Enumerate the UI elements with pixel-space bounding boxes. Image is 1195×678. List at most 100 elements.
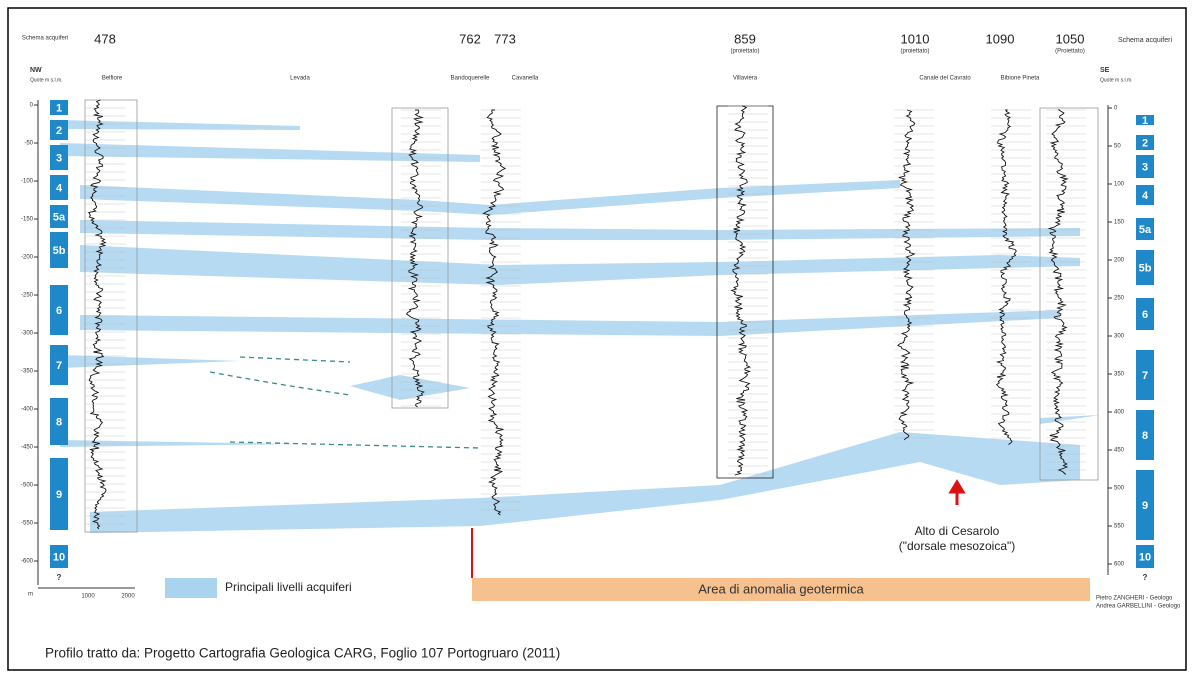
well-number: 1010	[901, 31, 930, 46]
well-name: Bibione Pineta	[1001, 76, 1040, 82]
depth-label: -600	[21, 559, 34, 565]
right-dir: SE	[1100, 67, 1110, 74]
depth-label: 0	[1114, 106, 1118, 112]
frame	[7, 7, 1187, 671]
aquifer-label: 5a	[1139, 224, 1152, 236]
credit: Pietro ZANGHERI - Geologo	[1096, 596, 1173, 602]
depth-label: -100	[21, 179, 34, 185]
aquifer-box	[50, 345, 68, 385]
aquifer-label: 10	[1139, 551, 1151, 563]
aquifer-label: 6	[56, 305, 62, 317]
well-note: (Proiettato)	[1055, 49, 1085, 55]
log-frame	[391, 107, 449, 409]
band	[60, 120, 300, 130]
right-quote: Quote m s.l.m.	[1100, 77, 1133, 83]
aquifer-box	[1136, 545, 1154, 568]
aquifer-label: 7	[1142, 370, 1148, 382]
aquifer-label: 5b	[1139, 262, 1152, 274]
depth-label: -550	[21, 521, 34, 527]
aquifer-label: 9	[1142, 500, 1148, 512]
depth-label: -150	[21, 217, 34, 223]
log-curve	[897, 109, 916, 441]
aquifer-box	[50, 398, 68, 445]
band	[90, 432, 1080, 533]
well-number: 762	[459, 31, 481, 46]
log-curve	[482, 109, 507, 516]
aquifer-box	[50, 175, 68, 200]
depth-label: -350	[21, 369, 34, 375]
left-dir: NW	[30, 67, 42, 74]
aquifer-label: 8	[1142, 430, 1148, 442]
depth-label: 300	[1114, 334, 1125, 340]
aquifer-box	[1136, 410, 1154, 460]
aquifer-box	[1136, 250, 1154, 285]
well-number: 478	[94, 31, 116, 46]
well-name: Cavanella	[512, 76, 539, 82]
aquifer-box	[1136, 185, 1154, 205]
depth-label: 450	[1114, 448, 1125, 454]
aquifer-label: 10	[53, 551, 65, 563]
depth-label: -400	[21, 407, 34, 413]
aquifer-label: 2	[1142, 137, 1148, 149]
log-frame	[1039, 107, 1099, 481]
high-title: Alto di Cesarolo	[915, 524, 1000, 538]
aquifer-label: 3	[56, 152, 62, 164]
anomaly-bar	[472, 578, 1090, 601]
aquifer-box	[1136, 470, 1154, 540]
band	[80, 245, 1080, 285]
aquifer-label: 7	[56, 360, 62, 372]
aquifer-bands	[60, 120, 1100, 533]
well-name: Canale del Cavrato	[919, 76, 971, 82]
aquifer-box	[1136, 298, 1154, 330]
depth-label: 150	[1114, 220, 1125, 226]
depth-label: 100	[1114, 182, 1125, 188]
well-name: Belfiore	[102, 76, 123, 82]
right-schema: Schema acquiferi	[1118, 37, 1173, 44]
arrow	[948, 479, 966, 505]
scale-unit: m	[28, 592, 33, 598]
dashed-correlation	[209, 356, 481, 449]
aquifer-box	[50, 458, 68, 530]
aquifer-label: 8	[56, 416, 62, 428]
aquifer-box	[50, 545, 68, 568]
aquifer-label: 5b	[53, 245, 66, 257]
band	[1040, 415, 1100, 424]
band	[60, 143, 480, 162]
aquifer-box	[50, 120, 68, 140]
aquifer-box	[50, 100, 68, 115]
unknown-mark: ?	[57, 573, 62, 582]
legend-swatch	[165, 578, 217, 598]
well-name: Bandoquerelle	[451, 76, 490, 82]
high-subtitle: ("dorsale mesozoica")	[899, 539, 1016, 553]
log-curve	[995, 109, 1017, 445]
log-curve	[1047, 109, 1069, 475]
well-name: Levada	[290, 76, 310, 82]
unknown-mark: ?	[1143, 573, 1148, 582]
anomaly-label: Area di anomalia geotermica	[698, 581, 864, 596]
aquifer-box	[1136, 115, 1154, 125]
legend-label: Principali livelli acquiferi	[225, 580, 352, 594]
well-logs	[86, 99, 1086, 530]
depth-label: 400	[1114, 410, 1125, 416]
aquifer-label: 1	[1142, 115, 1148, 127]
band	[60, 355, 240, 368]
depth-label: -50	[24, 141, 33, 147]
aquifer-box	[1136, 350, 1154, 400]
depth-label: 200	[1114, 258, 1125, 264]
aquifer-box	[50, 285, 68, 335]
well-note: (proiettato)	[730, 49, 759, 55]
log-curve	[405, 109, 425, 408]
depth-label: 500	[1114, 486, 1125, 492]
well-number: 1090	[986, 31, 1015, 46]
aquifer-label: 3	[1142, 161, 1148, 173]
depth-label: 0	[30, 103, 34, 109]
scale-label: 2000	[121, 594, 135, 600]
log-curve	[88, 99, 107, 530]
well-name: Villaviera	[733, 76, 758, 82]
depth-label: -450	[21, 445, 34, 451]
depth-label: 50	[1114, 144, 1121, 150]
aquifer-box	[50, 145, 68, 170]
depth-label: 600	[1114, 562, 1125, 568]
caption: Profilo tratto da: Progetto Cartografia …	[45, 646, 560, 661]
